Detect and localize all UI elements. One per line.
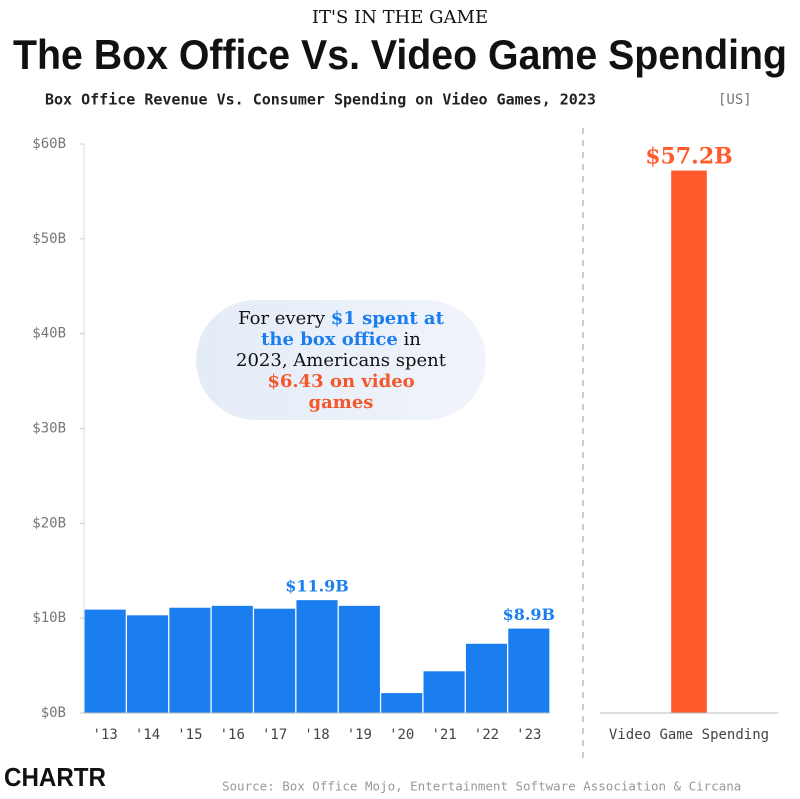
x-tick-label: '22 <box>474 727 499 743</box>
annotation: For every $1 spent at the box office in … <box>234 308 449 413</box>
chart-title: The Box Office Vs. Video Game Spending <box>13 31 787 78</box>
y-tick-label: $60B <box>32 136 66 152</box>
x-tick-label: '19 <box>347 727 372 743</box>
annotation-part: in 2023, Americans spent <box>236 328 446 371</box>
bar <box>254 608 296 713</box>
y-tick-label: $30B <box>32 421 66 437</box>
bar <box>508 628 550 713</box>
y-tick-label: $50B <box>32 231 66 247</box>
bar <box>423 671 465 713</box>
value-label: $57.2B <box>645 144 732 170</box>
y-tick-label: $40B <box>32 326 66 342</box>
subtitle: Box Office Revenue Vs. Consumer Spending… <box>45 91 596 109</box>
x-tick-label: '17 <box>262 727 287 743</box>
logo: CHARTR <box>4 762 106 792</box>
x-tick-label: '18 <box>304 727 329 743</box>
x-tick-label: '14 <box>135 727 160 743</box>
x-tick-label: '21 <box>431 727 456 743</box>
x-tick-label: Video Game Spending <box>609 727 769 743</box>
value-label: $8.9B <box>503 605 556 624</box>
bar <box>84 609 126 713</box>
bar <box>671 170 707 713</box>
x-tick-label: '23 <box>516 727 541 743</box>
y-tick-label: $20B <box>32 515 66 531</box>
bar <box>169 607 211 713</box>
kicker: IT'S IN THE GAME <box>312 7 488 28</box>
value-label: $11.9B <box>285 577 349 596</box>
x-tick-label: '13 <box>93 727 118 743</box>
x-tick-label: '15 <box>177 727 202 743</box>
x-tick-label: '16 <box>220 727 245 743</box>
bar <box>126 615 169 713</box>
x-tick-label: '20 <box>389 727 414 743</box>
annotation-part: $6.43 on video games <box>267 370 415 413</box>
bar <box>381 693 423 713</box>
bar <box>296 600 338 713</box>
y-tick-label: $10B <box>32 610 66 626</box>
region: [US] <box>718 92 752 108</box>
annotation-part: $1 spent at the box office <box>261 307 444 350</box>
annotation-part: For every <box>238 307 331 329</box>
bar <box>465 643 508 713</box>
bar <box>338 605 380 713</box>
source: Source: Box Office Mojo, Entertainment S… <box>222 779 741 794</box>
y-tick-label: $0B <box>41 705 66 721</box>
annotation-box: For every $1 spent at the box office in … <box>196 300 486 420</box>
bar <box>211 605 253 713</box>
